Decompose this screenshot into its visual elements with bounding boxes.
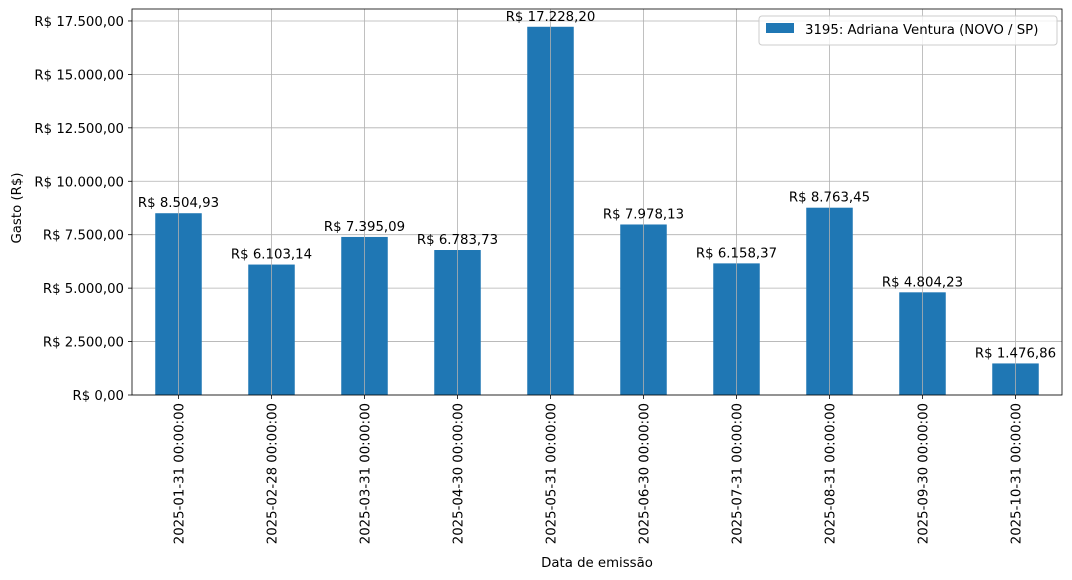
x-tick-label: 2025-07-31 00:00:00 [731, 403, 746, 544]
y-axis-ticks: R$ 0,00 R$ 2.500,00 R$ 5.000,00 R$ 7.500,00… [34, 15, 132, 404]
y-tick-label: R$ 17.500,00 [34, 15, 124, 30]
y-tick-label: R$ 7.500,00 [43, 229, 124, 244]
x-tick-label: 2025-05-31 00:00:00 [545, 403, 560, 544]
legend-label: 3195: Adriana Ventura (NOVO / SP) [805, 23, 1038, 38]
bar-value-label: R$ 6.783,73 [417, 233, 498, 248]
x-tick-label: 2025-01-31 00:00:00 [173, 403, 188, 544]
bars [155, 9, 1039, 395]
x-tick-label: 2025-08-31 00:00:00 [824, 403, 839, 544]
y-tick-label: R$ 10.000,00 [34, 175, 124, 190]
data-labels: R$ 8.504,93 R$ 6.103,14 R$ 7.395,09 R$ 6.78… [138, 10, 1056, 362]
y-tick-label: R$ 15.000,00 [34, 68, 124, 83]
x-axis-label: Data de emissão [541, 556, 653, 571]
plot-border [131, 8, 1063, 396]
y-tick-label: R$ 5.000,00 [43, 282, 124, 297]
legend-box [758, 15, 1058, 46]
legend-swatch [766, 23, 794, 33]
plot-frame [131, 8, 1063, 396]
bar-value-label: R$ 7.395,09 [324, 220, 405, 235]
legend: 3195: Adriana Ventura (NOVO / SP) [758, 15, 1058, 46]
bar-value-label: R$ 1.476,86 [975, 346, 1056, 361]
bar-value-label: R$ 8.504,93 [138, 196, 219, 211]
y-tick-label: R$ 2.500,00 [43, 336, 124, 351]
x-tick-label: 2025-02-28 00:00:00 [266, 403, 281, 544]
bar-value-label: R$ 6.158,37 [696, 246, 777, 261]
y-tick-label: R$ 0,00 [72, 389, 124, 404]
x-tick-label: 2025-03-31 00:00:00 [359, 403, 374, 544]
bar-value-label: R$ 7.978,13 [603, 207, 684, 222]
y-tick-label: R$ 12.500,00 [34, 122, 124, 137]
bar-value-label: R$ 8.763,45 [789, 191, 870, 206]
y-axis-label: Gasto (R$) [10, 172, 25, 243]
bar-value-label: R$ 6.103,14 [231, 248, 312, 263]
bar-value-label: R$ 17.228,20 [506, 10, 596, 25]
x-tick-label: 2025-09-30 00:00:00 [917, 403, 932, 544]
x-tick-label: 2025-06-30 00:00:00 [638, 403, 653, 544]
x-axis-ticks: 2025-01-31 00:00:00 2025-02-28 00:00:00 20… [173, 395, 1025, 544]
bar-value-label: R$ 4.804,23 [882, 275, 963, 290]
x-tick-label: 2025-10-31 00:00:00 [1010, 403, 1025, 544]
x-tick-label: 2025-04-30 00:00:00 [452, 403, 467, 544]
